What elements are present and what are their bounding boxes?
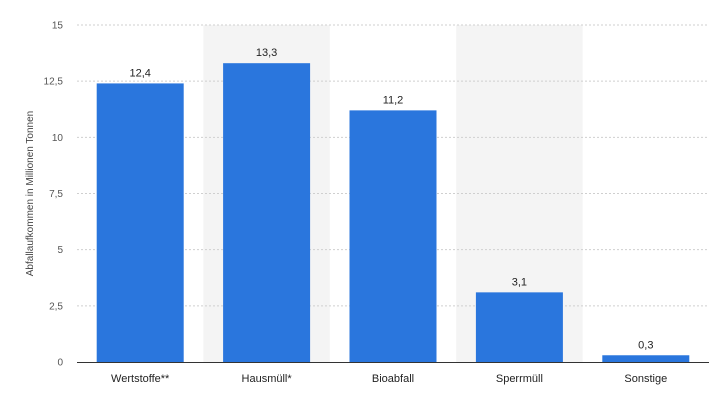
category-label: Hausmüll* (242, 373, 293, 385)
y-axis-title: Abfallaufkommen in Millionen Tonnen (25, 111, 36, 276)
category-label: Wertstoffe** (111, 373, 170, 385)
y-tick-label: 10 (52, 133, 64, 144)
bar (223, 63, 311, 363)
y-tick-label: 2,5 (49, 301, 63, 312)
bar (349, 110, 437, 362)
bar (96, 83, 184, 362)
category-label: Bioabfall (372, 373, 414, 385)
bars (96, 63, 690, 363)
data-label: 12,4 (129, 67, 150, 79)
category-label: Sonstige (624, 373, 667, 385)
y-tick-label: 12,5 (44, 77, 64, 88)
y-tick-label: 0 (57, 358, 63, 369)
y-tick-label: 7,5 (49, 189, 63, 200)
data-labels: 12,4 13,3 11,2 3,1 0,3 (129, 47, 653, 351)
data-label: 11,2 (383, 94, 404, 106)
bar (475, 292, 563, 362)
bar (602, 355, 690, 362)
data-label: 13,3 (256, 47, 277, 59)
x-axis-categories: Wertstoffe** Hausmüll* Bioabfall Sperrmüll S… (111, 373, 667, 385)
y-tick-label: 5 (57, 245, 63, 256)
data-label: 0,3 (638, 339, 653, 351)
y-tick-label: 15 (52, 21, 64, 32)
category-label: Sperrmüll (496, 373, 543, 385)
data-label: 3,1 (512, 276, 527, 288)
y-axis-ticks: 0 2,5 5 7,5 10 12,5 15 (44, 21, 64, 369)
